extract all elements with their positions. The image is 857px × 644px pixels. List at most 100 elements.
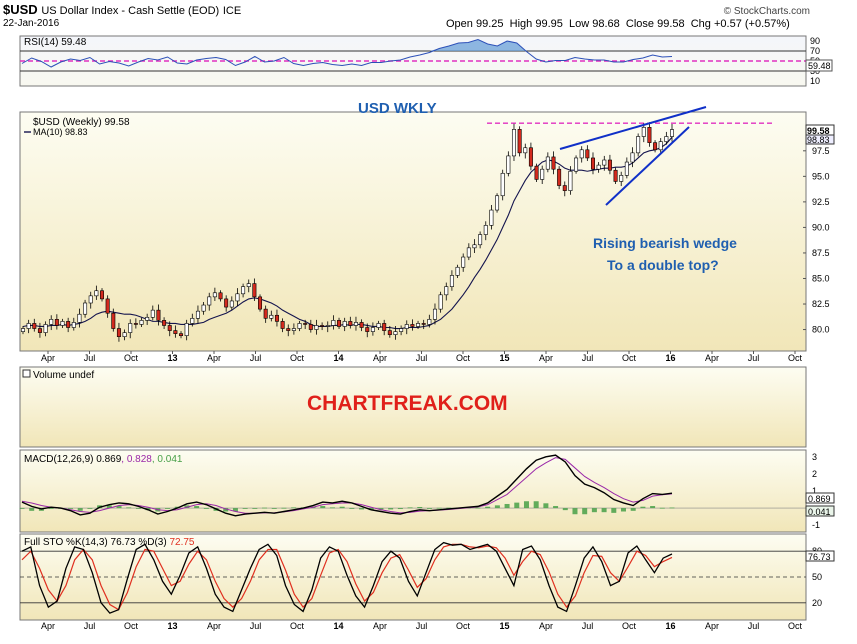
price-candle xyxy=(511,129,516,157)
price-candle xyxy=(201,304,206,312)
price-candle xyxy=(252,283,257,298)
price-candle xyxy=(653,142,658,151)
rsi-value-badge xyxy=(805,59,833,72)
x-tick-label-bottom: 16 xyxy=(665,621,675,631)
price-candle xyxy=(455,266,460,276)
price-candle xyxy=(224,298,229,308)
price-candle xyxy=(342,321,347,327)
price-candle xyxy=(506,155,511,174)
price-candle xyxy=(145,316,150,321)
x-tick-label-bottom: Oct xyxy=(788,621,803,631)
sto-k-line xyxy=(21,541,673,614)
price-candle xyxy=(585,149,590,159)
rsi-tick-label: 90 xyxy=(810,36,820,46)
macd-histogram-bar xyxy=(572,508,578,515)
macd-histogram-bar xyxy=(591,508,597,513)
macd-line xyxy=(21,454,673,517)
price-candle xyxy=(184,323,189,336)
price-candle xyxy=(320,325,325,327)
price-candle xyxy=(235,293,240,302)
price-candle xyxy=(218,292,223,300)
chart-header: $USD US Dollar Index - Cash Settle (EOD)… xyxy=(3,2,241,17)
price-candle xyxy=(60,321,65,326)
price-candle xyxy=(619,175,624,182)
price-candle xyxy=(421,323,426,325)
price-candle xyxy=(314,325,319,330)
x-tick-label-bottom: Jul xyxy=(250,621,262,631)
price-tick-label: 97.5 xyxy=(812,146,830,156)
credit: © StockCharts.com xyxy=(723,6,810,17)
macd-histogram-bar xyxy=(271,508,277,509)
price-candle xyxy=(568,170,573,191)
price-candle xyxy=(602,159,607,166)
x-tick-label: Oct xyxy=(124,353,139,363)
price-candle xyxy=(83,302,88,315)
price-candle xyxy=(540,168,545,180)
price-candle xyxy=(517,129,522,154)
price-candle xyxy=(359,322,364,328)
price-candle xyxy=(348,321,353,326)
chg-label: Chg xyxy=(690,18,711,30)
macd-histogram-bar xyxy=(77,508,83,511)
macd-histogram-bar xyxy=(291,507,297,509)
price-candle xyxy=(636,136,641,154)
wedge-upper-line xyxy=(559,106,707,150)
price-candle xyxy=(37,328,42,333)
chart-date: 22-Jan-2016 xyxy=(3,18,60,29)
x-tick-label: Oct xyxy=(456,353,471,363)
macd-histogram-bar xyxy=(223,508,229,512)
price-tick-label: 85.0 xyxy=(812,273,830,283)
price-candle xyxy=(162,320,167,326)
price-tick-label: 80.0 xyxy=(812,325,830,335)
macd-badge-text: 0.869 xyxy=(808,494,831,504)
price-candle xyxy=(308,324,313,330)
volume-panel xyxy=(19,366,807,448)
watermark-annotation: CHARTFREAK.COM xyxy=(307,392,508,415)
macd-histogram-bar xyxy=(281,507,287,509)
price-candle xyxy=(291,328,296,331)
x-tick-label: Apr xyxy=(539,353,553,363)
x-tick-label: Jul xyxy=(250,353,262,363)
x-tick-label-bottom: Jul xyxy=(84,621,96,631)
macd-histogram-bar xyxy=(553,506,559,509)
price-candle xyxy=(274,314,279,322)
macd-histogram-bar xyxy=(116,506,122,509)
symbol: $USD xyxy=(3,2,38,17)
price-candle xyxy=(173,330,178,334)
price-candle xyxy=(500,172,505,197)
ma-badge-text: 98.83 xyxy=(807,135,830,145)
macd-histogram-bar xyxy=(485,506,491,509)
x-tick-label-bottom: Oct xyxy=(622,621,637,631)
macd-histogram-bar xyxy=(601,508,607,513)
price-candle xyxy=(195,310,200,319)
price-candle xyxy=(410,324,415,327)
sto-label-part: Full STO %K(14,3) xyxy=(24,537,108,548)
macd-tick-label: 2 xyxy=(812,469,817,479)
macd-histogram-bar xyxy=(533,501,539,509)
price-candle xyxy=(387,330,392,335)
price-candle xyxy=(489,209,494,226)
price-candle xyxy=(574,157,579,172)
exchange: ICE xyxy=(222,5,242,17)
price-tick-label: 95.0 xyxy=(812,171,830,181)
price-candle xyxy=(150,309,155,318)
x-tick-label: 16 xyxy=(665,353,675,363)
high-label: High xyxy=(509,18,533,30)
price-candle xyxy=(393,331,398,335)
macd-histogram-bar xyxy=(426,508,432,509)
price-tick-label: 92.5 xyxy=(812,197,830,207)
price-candle xyxy=(551,156,556,170)
macd-tick-label: 1 xyxy=(812,486,817,496)
macd-histogram-bar xyxy=(620,508,626,512)
macd-histogram-bar xyxy=(446,507,452,509)
price-tick-label: 90.0 xyxy=(812,222,830,232)
macd-histogram-bar xyxy=(68,508,74,509)
ma-badge xyxy=(805,134,835,145)
macd-histogram-bar xyxy=(407,507,413,509)
price-candle xyxy=(641,127,646,137)
close-label: Close xyxy=(625,18,655,30)
sto-label-part: %D(3) xyxy=(136,537,167,548)
macd-histogram-bar xyxy=(126,507,132,509)
price-candle xyxy=(613,169,618,182)
